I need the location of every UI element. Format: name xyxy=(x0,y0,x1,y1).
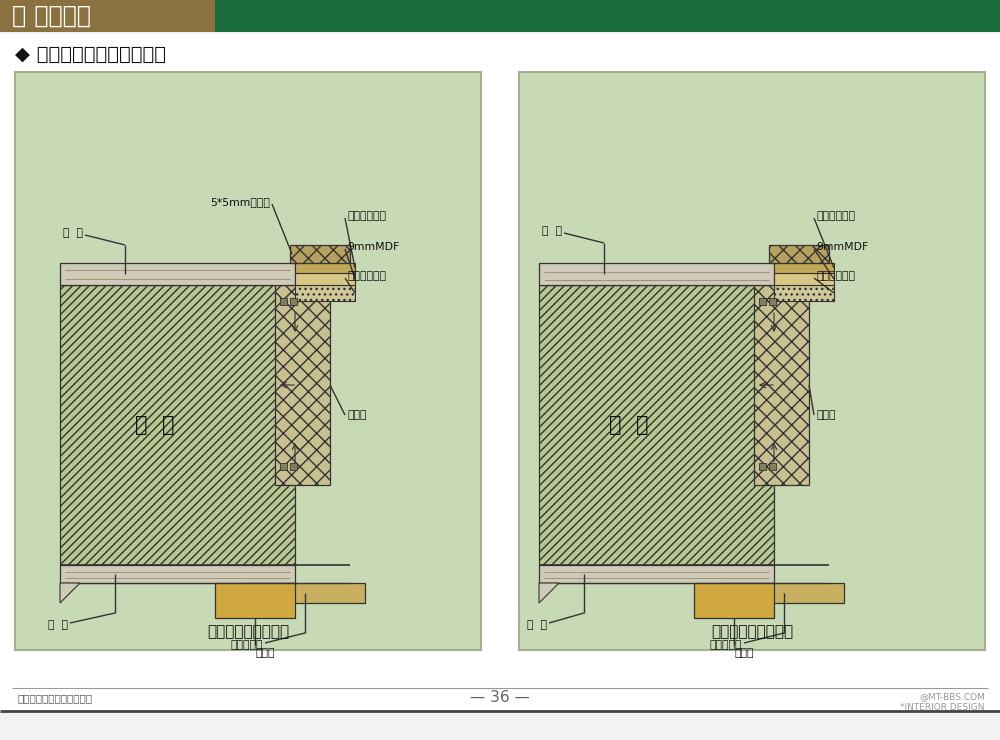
Bar xyxy=(774,263,834,273)
Bar xyxy=(724,583,844,603)
Bar xyxy=(754,285,809,485)
Text: 【内部资料，请勿外传！】: 【内部资料，请勿外传！】 xyxy=(18,693,93,703)
Bar xyxy=(280,463,287,470)
Text: 门套线: 门套线 xyxy=(734,648,754,658)
Text: @MT-BBS.COM
*INTERIOR DESIGN: @MT-BBS.COM *INTERIOR DESIGN xyxy=(900,693,985,712)
Bar xyxy=(774,273,834,285)
Text: 侧门框: 侧门框 xyxy=(347,410,366,420)
Bar xyxy=(295,273,355,285)
Text: 内芯料填充层: 内芯料填充层 xyxy=(347,271,386,281)
Bar xyxy=(60,263,295,285)
Polygon shape xyxy=(539,285,774,565)
Bar xyxy=(0,0,215,32)
Text: 石  材: 石 材 xyxy=(542,226,562,236)
Bar xyxy=(290,298,297,305)
Text: 5*5mm工艺缝: 5*5mm工艺缝 xyxy=(210,197,270,207)
Bar xyxy=(774,285,834,301)
Text: 侧门框: 侧门框 xyxy=(816,410,836,420)
Polygon shape xyxy=(60,583,80,603)
Text: 木 门（套）: 木 门（套） xyxy=(12,4,91,28)
Text: 木门套与石材收口三: 木门套与石材收口三 xyxy=(711,625,793,639)
Bar xyxy=(290,463,297,470)
Polygon shape xyxy=(60,285,295,565)
Text: 木饰面涂装层: 木饰面涂装层 xyxy=(816,211,855,221)
Bar xyxy=(769,245,829,263)
Text: ◆ 木门套与各种介质的收口: ◆ 木门套与各种介质的收口 xyxy=(15,44,166,64)
Bar xyxy=(694,583,774,618)
Text: 9mmMDF: 9mmMDF xyxy=(816,242,868,252)
Bar xyxy=(769,298,776,305)
Bar xyxy=(519,72,985,650)
Bar xyxy=(759,463,766,470)
Bar xyxy=(275,285,330,485)
Text: 9mmMDF: 9mmMDF xyxy=(347,242,399,252)
Text: 木工板基层: 木工板基层 xyxy=(230,640,263,650)
Text: 木工板基层: 木工板基层 xyxy=(710,640,742,650)
Text: 石  材: 石 材 xyxy=(48,620,68,630)
Text: — 36 —: — 36 — xyxy=(470,690,530,705)
Text: 门套线: 门套线 xyxy=(255,648,274,658)
Bar xyxy=(245,583,365,603)
Bar xyxy=(769,463,776,470)
Bar xyxy=(295,285,355,301)
Bar xyxy=(539,565,774,583)
Bar xyxy=(539,263,774,285)
Bar xyxy=(215,0,1000,32)
Bar xyxy=(60,565,295,583)
Text: 墙  体: 墙 体 xyxy=(135,415,175,435)
Text: 石  材: 石 材 xyxy=(63,228,83,238)
Polygon shape xyxy=(539,583,559,603)
Text: 内芯料填充层: 内芯料填充层 xyxy=(816,271,855,281)
Bar xyxy=(295,263,355,273)
Bar xyxy=(290,245,350,263)
Text: 木门套与石材收口二: 木门套与石材收口二 xyxy=(207,625,289,639)
Bar xyxy=(15,72,481,650)
Text: 木饰面涂装层: 木饰面涂装层 xyxy=(347,211,386,221)
Text: 墙  体: 墙 体 xyxy=(609,415,649,435)
Bar xyxy=(280,298,287,305)
Text: 石  材: 石 材 xyxy=(527,620,547,630)
Bar xyxy=(215,583,295,618)
Bar xyxy=(759,298,766,305)
